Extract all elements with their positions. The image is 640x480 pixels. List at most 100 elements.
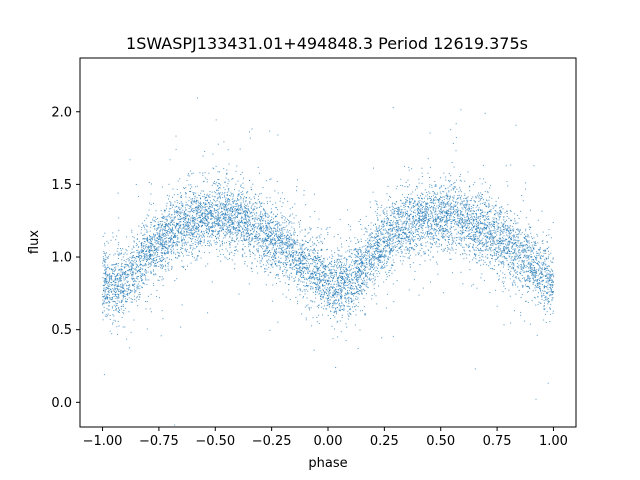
data-point: [523, 267, 525, 269]
data-point: [332, 273, 333, 275]
data-point: [403, 221, 405, 223]
data-point: [392, 237, 394, 239]
data-point: [372, 263, 374, 265]
data-point: [284, 198, 285, 200]
data-point: [184, 217, 186, 219]
data-point: [397, 219, 399, 221]
data-point: [530, 257, 532, 258]
data-point: [409, 197, 411, 199]
data-point: [298, 278, 300, 280]
data-point: [164, 233, 165, 234]
data-point: [499, 234, 501, 236]
data-point: [202, 233, 204, 235]
data-point: [413, 202, 415, 204]
data-point: [106, 282, 108, 284]
data-point: [247, 203, 249, 205]
data-point: [412, 231, 414, 233]
data-point: [129, 270, 131, 272]
data-point: [338, 266, 340, 268]
data-point: [260, 202, 262, 204]
data-point: [143, 260, 145, 262]
data-point: [321, 249, 323, 251]
data-point: [470, 218, 472, 220]
data-point: [180, 192, 182, 194]
data-point: [503, 248, 505, 250]
data-point: [386, 273, 388, 275]
data-point: [181, 228, 183, 230]
data-point: [446, 203, 448, 205]
data-point: [430, 236, 432, 238]
data-point: [312, 317, 314, 319]
data-point: [493, 251, 495, 253]
data-point: [474, 225, 476, 227]
data-point: [224, 215, 226, 217]
data-point: [521, 261, 523, 263]
data-point: [209, 194, 211, 196]
data-point: [125, 261, 127, 263]
data-point: [339, 290, 341, 292]
data-point: [448, 173, 450, 174]
data-point: [109, 294, 110, 296]
data-point: [361, 246, 363, 248]
data-point: [315, 266, 317, 268]
data-point: [450, 211, 451, 213]
data-point: [501, 206, 503, 208]
data-point: [500, 250, 502, 252]
data-point: [146, 239, 148, 241]
data-point: [437, 213, 439, 215]
data-point: [418, 182, 420, 184]
data-point: [533, 279, 535, 281]
data-point: [463, 249, 465, 251]
data-point: [526, 236, 528, 238]
data-point: [146, 257, 148, 259]
data-point: [336, 273, 337, 275]
data-point: [177, 228, 179, 229]
data-point: [516, 244, 518, 246]
data-point: [286, 218, 288, 220]
data-point: [251, 263, 253, 265]
data-point: [215, 212, 216, 214]
data-point: [143, 225, 145, 227]
data-point: [228, 231, 230, 233]
data-point: [464, 223, 466, 224]
data-point: [278, 223, 280, 225]
data-point: [224, 195, 226, 197]
data-point: [406, 211, 408, 213]
data-point: [399, 243, 401, 245]
data-point: [109, 288, 111, 290]
data-point: [330, 273, 332, 275]
data-point: [165, 216, 167, 218]
data-point: [326, 298, 328, 300]
data-point: [217, 215, 219, 217]
data-point: [262, 240, 264, 242]
data-point: [361, 261, 363, 263]
data-point: [200, 198, 202, 200]
data-point: [486, 248, 488, 250]
data-point: [446, 197, 448, 199]
data-point: [516, 236, 518, 238]
data-point: [288, 279, 290, 281]
data-point: [251, 215, 253, 217]
data-point: [521, 293, 523, 295]
data-point: [193, 217, 195, 219]
data-point: [347, 318, 349, 320]
data-point: [549, 308, 551, 310]
data-point: [444, 227, 446, 229]
data-point: [443, 249, 445, 251]
data-point: [345, 299, 347, 301]
data-point: [360, 241, 362, 242]
data-point: [522, 249, 524, 251]
data-point: [265, 239, 267, 241]
data-point: [341, 270, 343, 272]
data-point: [463, 222, 465, 224]
data-point: [406, 201, 408, 203]
data-point: [528, 276, 530, 278]
data-point: [102, 319, 104, 321]
data-point: [303, 267, 305, 269]
data-point: [285, 238, 287, 240]
data-point: [452, 239, 454, 241]
data-point: [188, 175, 190, 177]
data-point: [287, 231, 289, 233]
data-point: [249, 237, 250, 239]
data-point: [260, 230, 262, 232]
